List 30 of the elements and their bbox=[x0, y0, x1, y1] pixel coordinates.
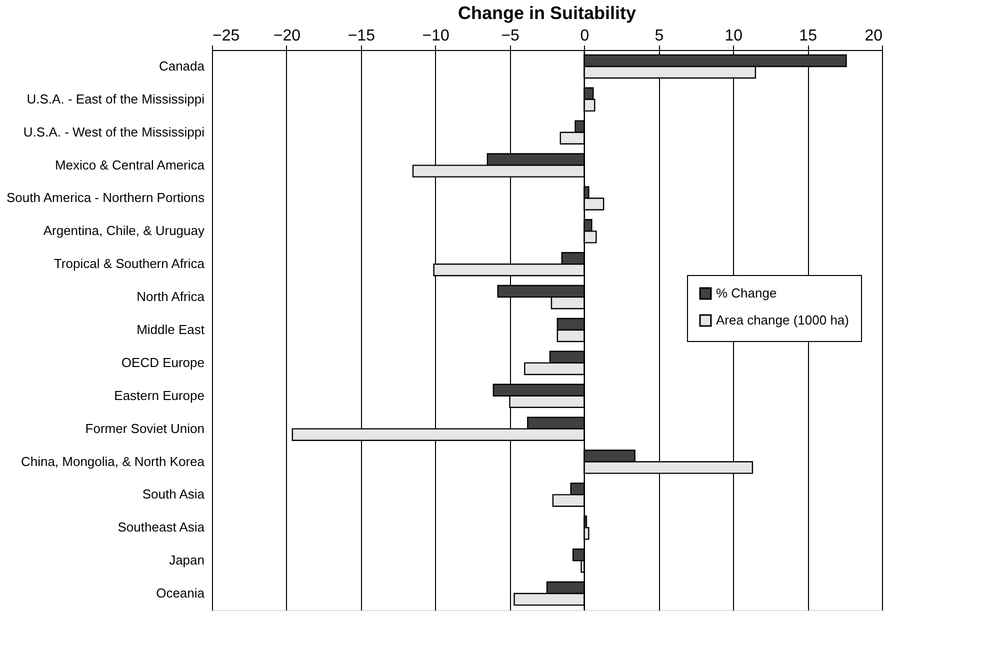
y-tick-label: Southeast Asia bbox=[118, 520, 206, 535]
y-tick-label: Tropical & Southern Africa bbox=[54, 256, 206, 272]
y-tick-label: North Africa bbox=[136, 289, 206, 304]
y-tick-label: OECD Europe bbox=[121, 354, 204, 370]
x-tick-label: 10 bbox=[724, 28, 743, 44]
y-tick-label: South America - Northern Portions bbox=[6, 190, 205, 206]
x-tick-label: −10 bbox=[422, 28, 450, 44]
y-tick-label: Mexico & Central America bbox=[54, 157, 206, 172]
y-tick-label: U.S.A. - East of the Mississippi bbox=[26, 91, 205, 106]
y-tick-label: South Asia bbox=[142, 486, 206, 502]
x-tick-label: 20 bbox=[864, 28, 883, 44]
x-tick-label: −25 bbox=[212, 28, 240, 44]
chart-title: Change in Suitability bbox=[458, 3, 636, 23]
y-tick-label: Canada bbox=[158, 58, 206, 74]
y-tick-label: Argentina, Chile, & Uruguay bbox=[43, 223, 205, 238]
x-tick-label: −20 bbox=[273, 28, 301, 44]
x-tick-label: −15 bbox=[348, 28, 376, 44]
y-tick-label: Middle East bbox=[136, 322, 205, 337]
y-tick-label: Japan bbox=[169, 552, 204, 568]
x-tick-label: 0 bbox=[580, 28, 590, 44]
x-tick-label: 5 bbox=[654, 28, 664, 44]
legend-label: Area change (1000 ha) bbox=[716, 312, 849, 328]
y-tick-label: U.S.A. - West of the Mississippi bbox=[23, 124, 205, 140]
y-tick-label: Oceania bbox=[156, 586, 206, 601]
legend-label: % Change bbox=[716, 286, 777, 300]
y-tick-label: Former Soviet Union bbox=[85, 420, 204, 436]
x-tick-label: −5 bbox=[501, 28, 520, 44]
x-tick-label: 15 bbox=[799, 28, 818, 44]
y-tick-label: China, Mongolia, & North Korea bbox=[20, 454, 206, 469]
y-tick-label: Eastern Europe bbox=[114, 388, 204, 403]
